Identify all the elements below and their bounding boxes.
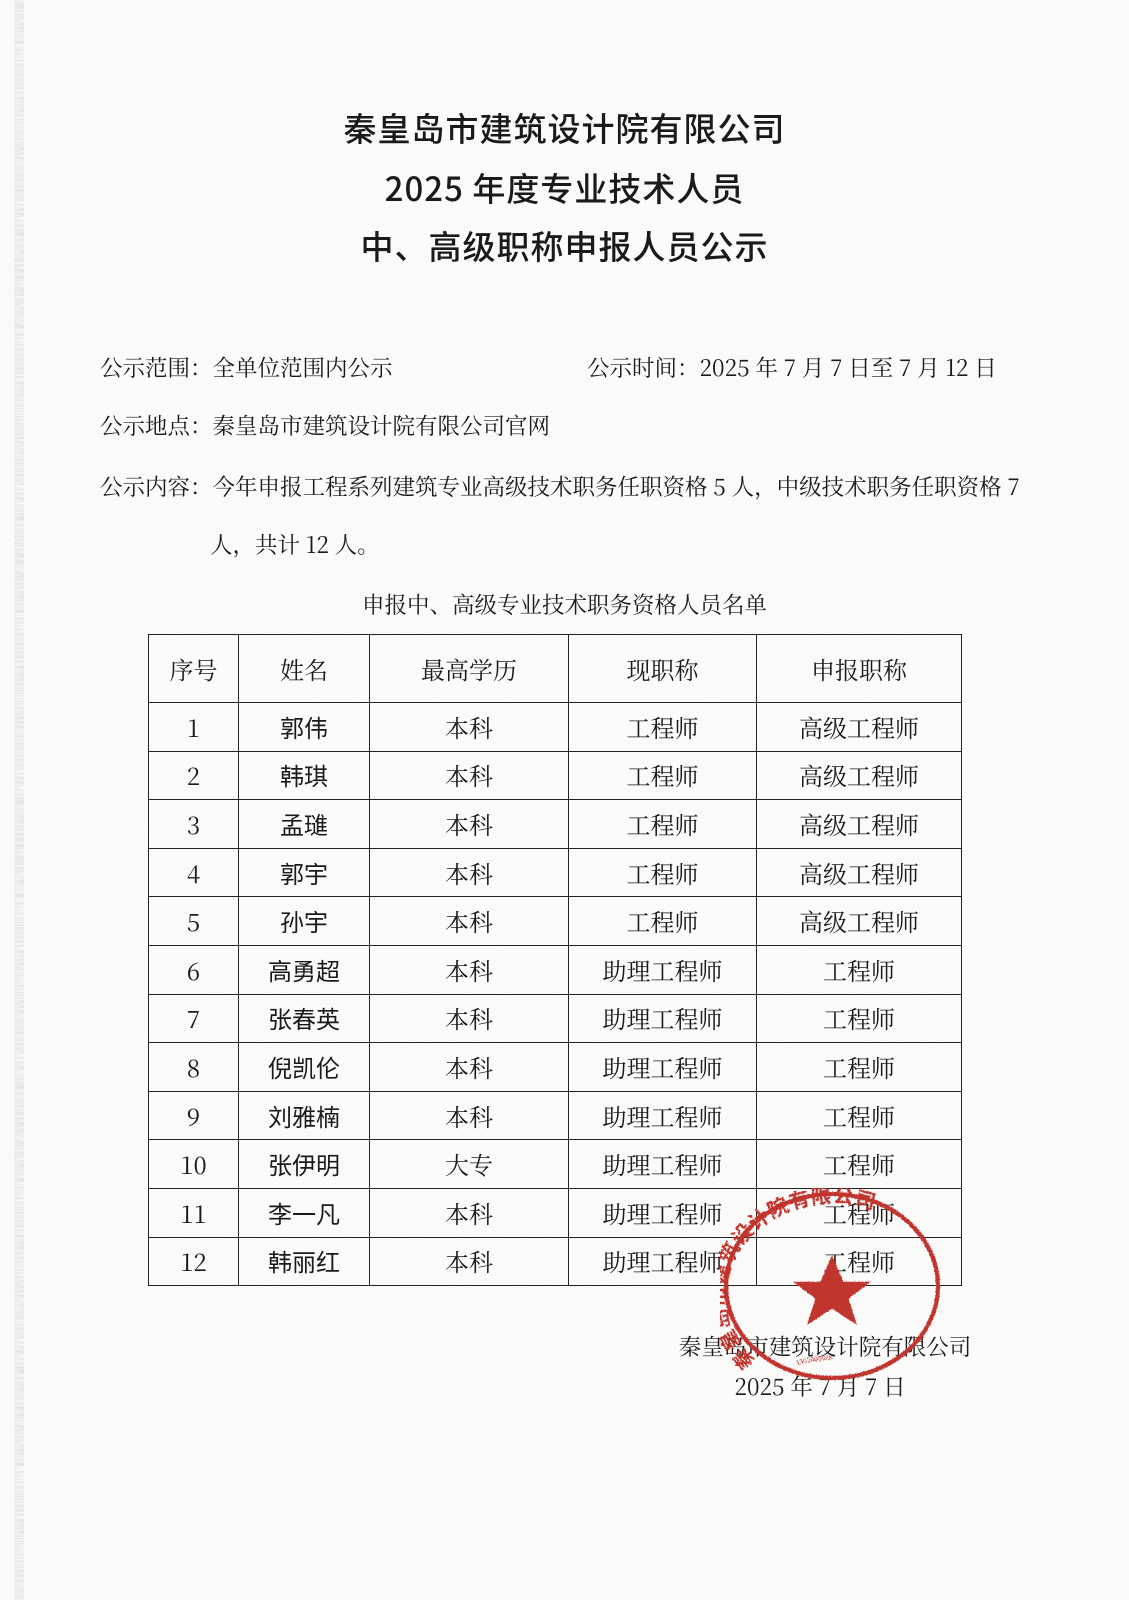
svg-text:1302000068: 1302000068 (795, 1352, 833, 1367)
